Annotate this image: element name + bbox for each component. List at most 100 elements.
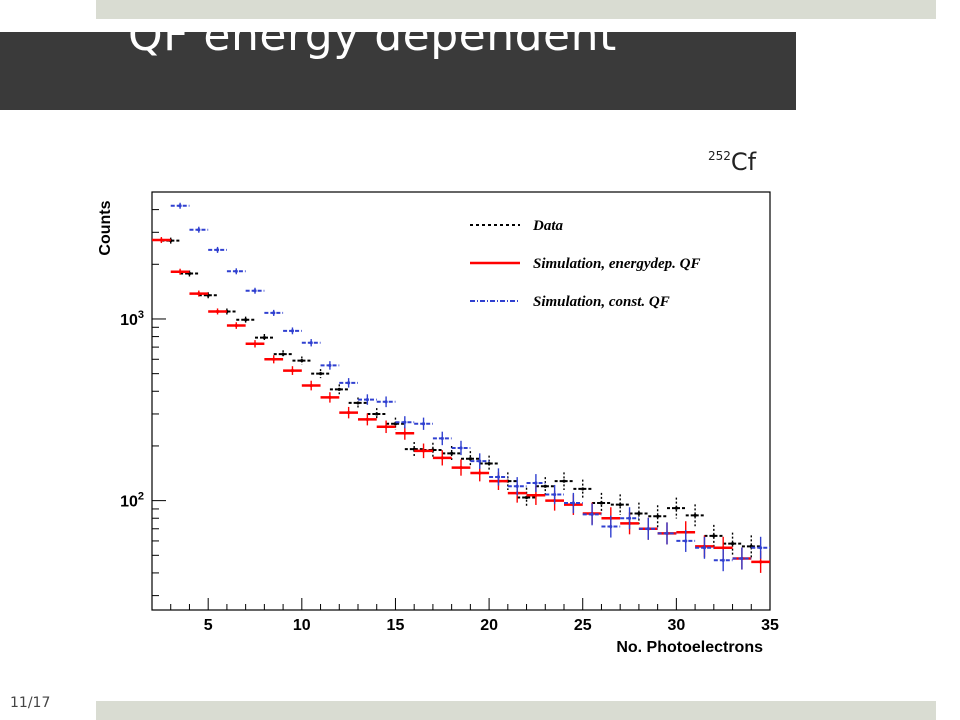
data-point [648, 505, 667, 528]
point-marker [740, 556, 744, 561]
axes-layer: 5 10 15 20 25 30 35 102 103 [120, 191, 779, 634]
point-marker [581, 487, 585, 491]
data-point [461, 451, 480, 467]
data-point [414, 443, 433, 459]
point-marker [365, 417, 369, 422]
data-point [273, 350, 293, 359]
legend-label-2: Simulation, energydep. QF [533, 256, 701, 272]
point-marker [590, 512, 594, 516]
point-marker [272, 357, 276, 361]
data-point [741, 535, 761, 558]
point-marker [524, 495, 529, 500]
point-marker [309, 341, 313, 345]
legend: Data Simulation, energydep. QF Simulation,… [470, 218, 701, 310]
data-point [189, 226, 209, 233]
data-point [451, 440, 471, 456]
data-point [264, 355, 284, 364]
data-point [170, 268, 190, 275]
point-marker [300, 358, 304, 363]
data-point [226, 322, 246, 329]
point-marker [450, 451, 454, 455]
data-point [667, 497, 686, 519]
data-point [208, 246, 227, 253]
point-marker [328, 395, 332, 400]
point-marker [674, 506, 678, 510]
point-marker [244, 318, 248, 322]
x-tick-label: 30 [667, 617, 685, 634]
point-marker [440, 436, 444, 441]
point-marker [318, 372, 323, 376]
plot-area-border [151, 191, 771, 611]
data-point [517, 487, 536, 508]
data-point [339, 378, 358, 388]
point-marker [618, 503, 622, 507]
point-marker [646, 527, 650, 531]
point-marker [384, 425, 388, 429]
y-tick-label: 102 [120, 491, 144, 511]
point-marker [215, 248, 220, 252]
point-marker [234, 269, 238, 273]
point-marker [375, 412, 379, 416]
x-tick-label: 25 [574, 617, 592, 634]
x-tick-label: 15 [387, 617, 405, 634]
point-marker [515, 484, 519, 488]
data-point [245, 287, 265, 294]
data-point [507, 477, 527, 496]
point-marker [478, 459, 482, 463]
data-point [386, 417, 405, 430]
top-decor-band [96, 0, 936, 19]
data-point [564, 492, 583, 514]
data-point [620, 507, 639, 530]
point-marker [684, 539, 688, 543]
data-point [358, 413, 377, 426]
data-point [283, 366, 302, 375]
data-point [582, 503, 602, 526]
point-marker [290, 368, 295, 373]
data-point [395, 426, 415, 440]
data-point [226, 268, 246, 275]
data-point [751, 536, 770, 559]
point-marker [730, 542, 735, 546]
point-marker [197, 291, 201, 296]
data-point [432, 431, 452, 446]
bottom-decor-band [96, 701, 936, 720]
point-marker [421, 449, 426, 453]
data-point [601, 515, 621, 538]
x-tick-label: 35 [761, 617, 779, 634]
point-marker [197, 228, 201, 232]
point-marker [721, 558, 725, 562]
point-marker [272, 311, 276, 315]
data-point [311, 369, 330, 379]
data-point [685, 504, 705, 527]
data-point [526, 474, 546, 492]
point-marker [384, 400, 388, 404]
isotope-label: 252Cf [708, 148, 756, 176]
isotope-mass-number: 252 [708, 149, 731, 163]
point-marker [759, 560, 763, 564]
page-number: 11/17 [10, 695, 51, 711]
data-point [376, 420, 396, 434]
data-point [170, 202, 190, 209]
data-point [414, 417, 433, 430]
data-point [301, 380, 321, 391]
point-marker [637, 511, 641, 516]
data-point [451, 459, 471, 476]
point-marker [459, 446, 463, 450]
point-marker [421, 422, 426, 426]
point-marker [215, 309, 220, 314]
data-point [732, 547, 752, 570]
point-marker [347, 381, 351, 385]
point-marker [702, 546, 707, 550]
data-point [545, 484, 564, 505]
data-point [535, 477, 555, 496]
data-point [676, 529, 696, 552]
point-marker [553, 492, 557, 497]
point-marker [253, 289, 257, 293]
point-marker [534, 493, 538, 497]
data-point [610, 494, 630, 515]
data-point [245, 340, 265, 348]
data-point [189, 290, 209, 297]
point-marker [487, 461, 491, 466]
point-marker [693, 513, 697, 517]
point-marker [309, 383, 313, 388]
